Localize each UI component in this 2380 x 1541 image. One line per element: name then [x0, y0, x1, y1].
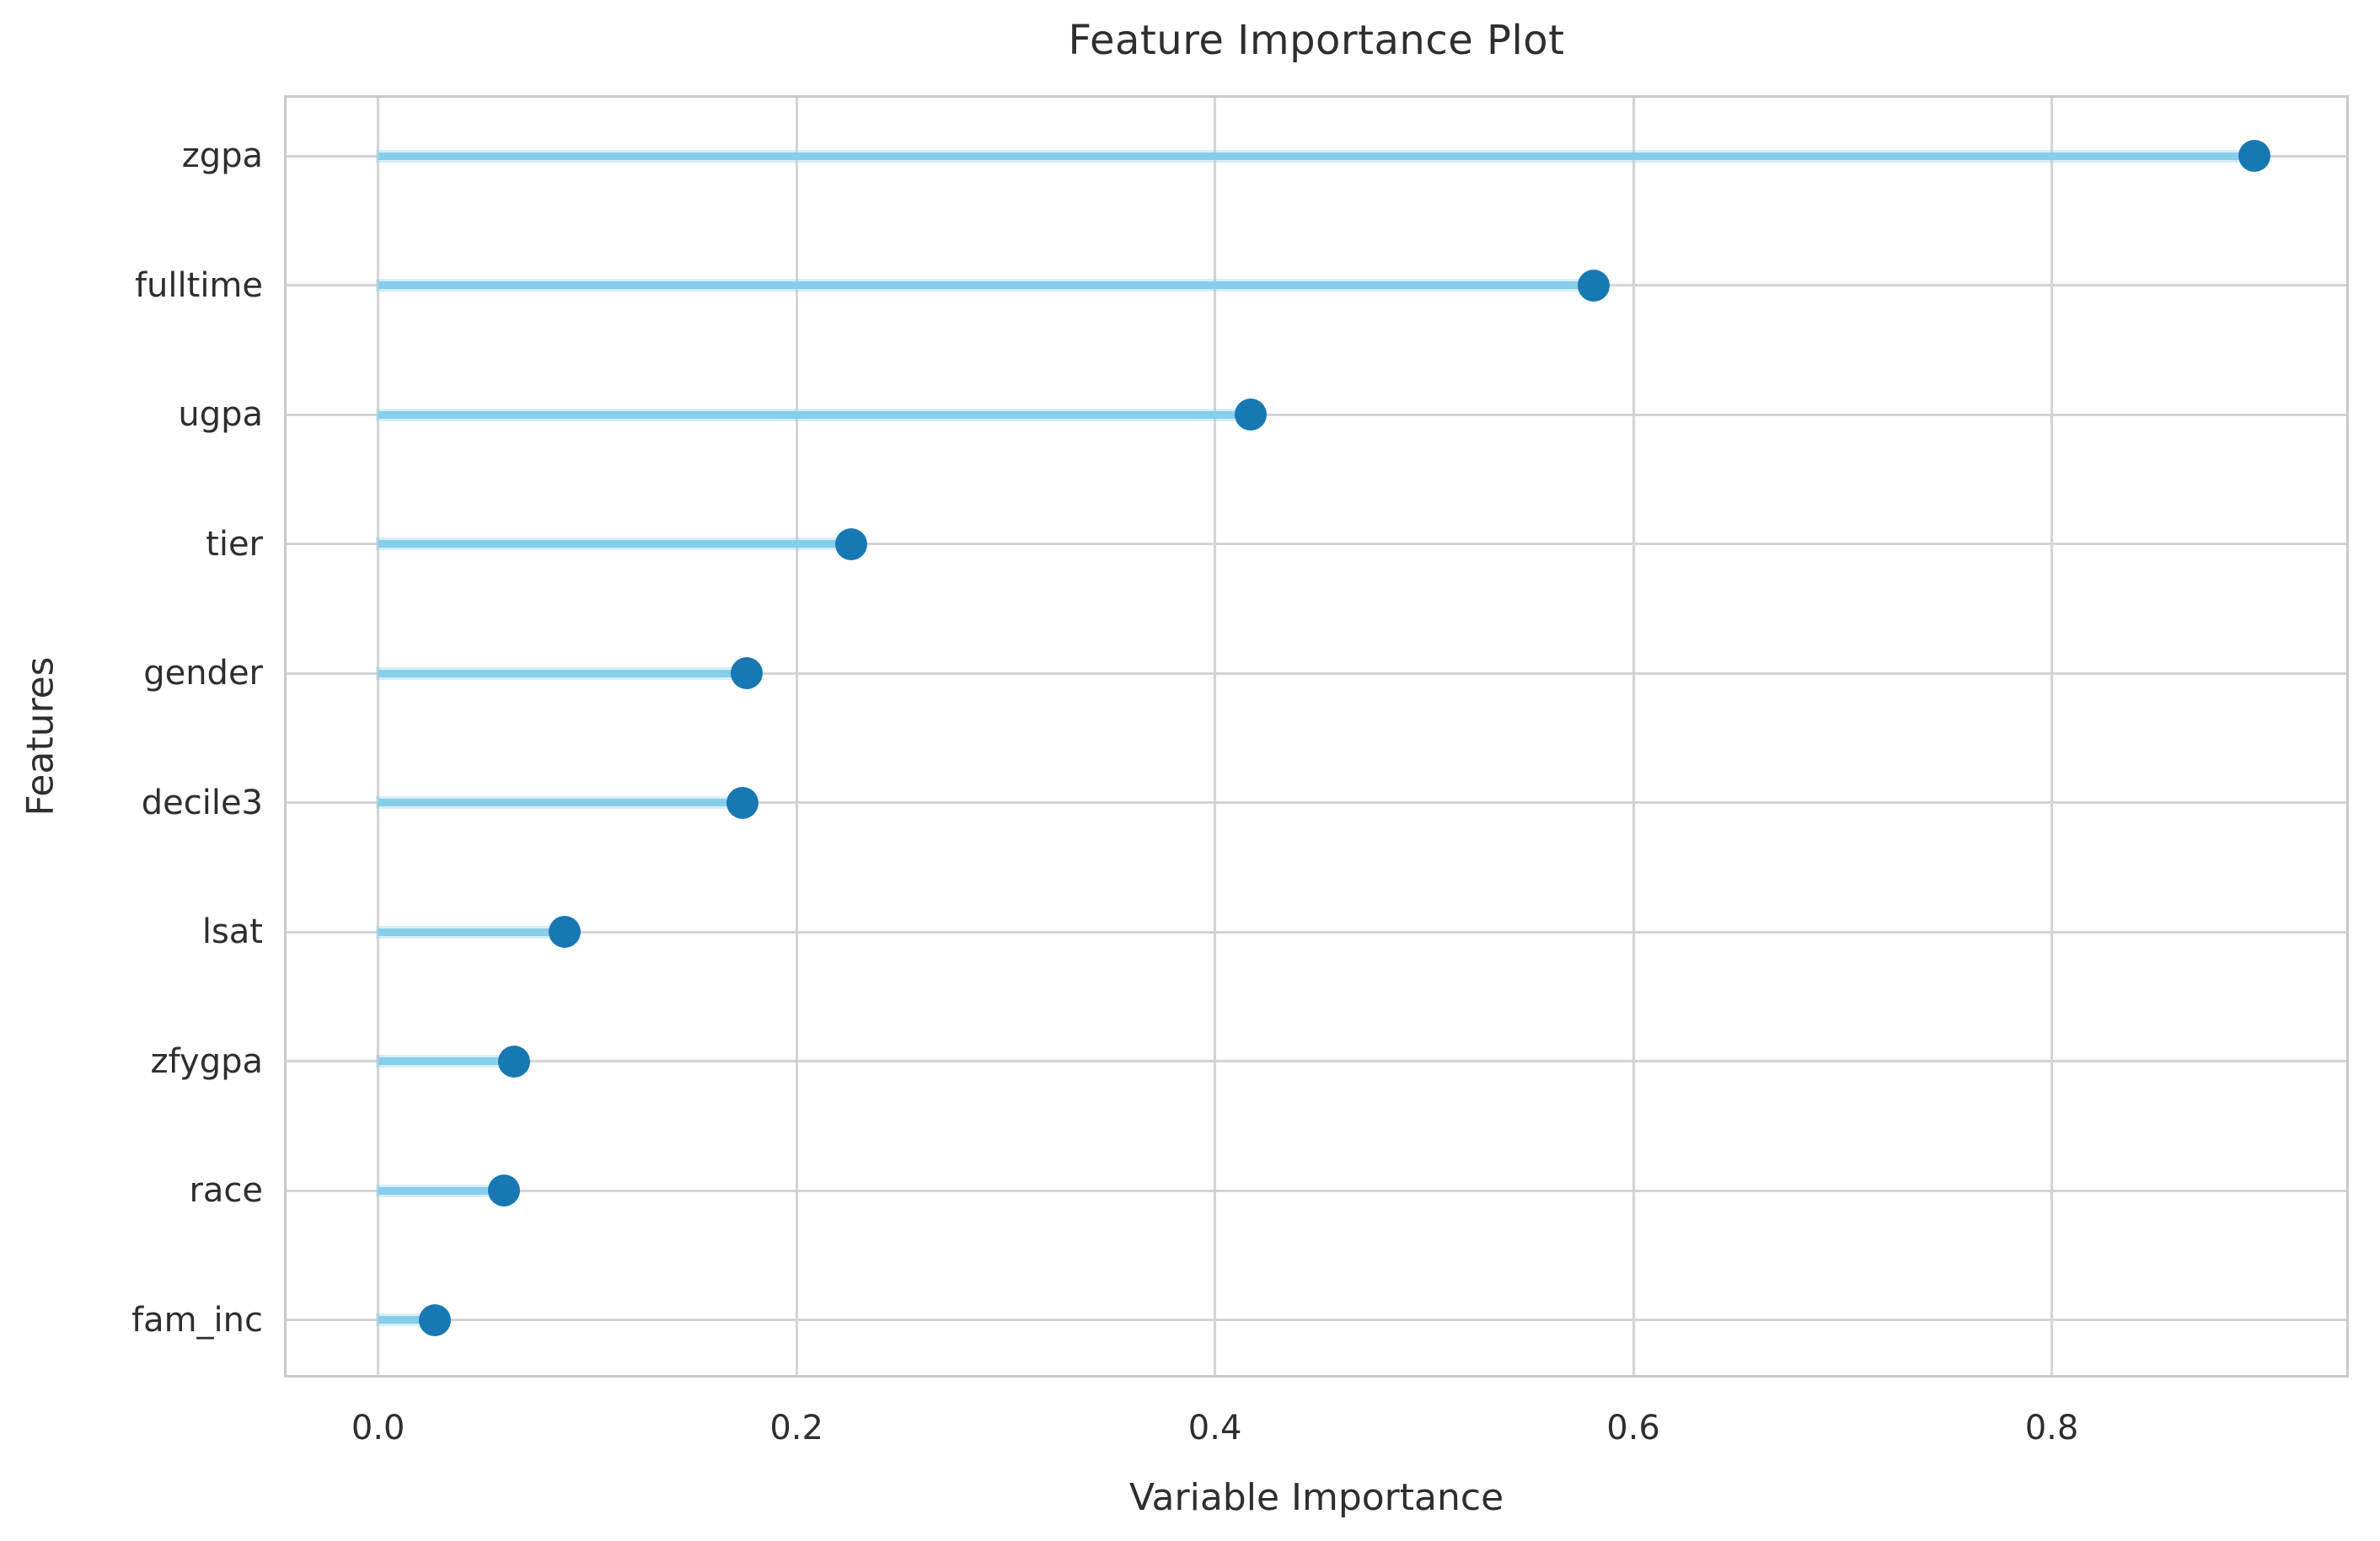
- h-gridline: [287, 1189, 2346, 1192]
- data-point-fulltime: [1577, 269, 1610, 302]
- stem-zfygpa: [378, 1057, 515, 1066]
- y-tick-tier: tier: [206, 524, 263, 564]
- x-tick-0.0: 0.0: [351, 1409, 405, 1447]
- v-gridline: [377, 98, 380, 1375]
- y-tick-zfygpa: zfygpa: [150, 1041, 263, 1081]
- stem-ugpa: [378, 410, 1251, 419]
- data-point-zgpa: [2238, 140, 2271, 172]
- data-point-gender: [730, 657, 763, 690]
- data-point-lsat: [548, 916, 581, 949]
- y-tick-zgpa: zgpa: [181, 136, 263, 175]
- stem-fam_inc: [378, 1316, 435, 1324]
- x-tick-0.6: 0.6: [1606, 1409, 1660, 1447]
- data-point-tier: [834, 527, 867, 560]
- stem-fulltime: [378, 281, 1594, 290]
- x-tick-0.2: 0.2: [769, 1409, 823, 1447]
- stem-lsat: [378, 928, 565, 936]
- x-axis-label: Variable Importance: [1128, 1476, 1504, 1519]
- h-gridline: [287, 1060, 2346, 1063]
- x-tick-0.8: 0.8: [2024, 1409, 2079, 1447]
- v-gridline: [1214, 98, 1217, 1375]
- v-gridline: [795, 98, 798, 1375]
- data-point-race: [487, 1174, 520, 1207]
- v-gridline: [1632, 98, 1635, 1375]
- chart-title: Feature Importance Plot: [1068, 17, 1565, 64]
- h-gridline: [287, 1319, 2346, 1322]
- data-point-fam_inc: [418, 1303, 451, 1336]
- h-gridline: [287, 543, 2346, 546]
- plot-area: [284, 95, 2349, 1378]
- stem-race: [378, 1186, 504, 1195]
- data-point-ugpa: [1234, 399, 1267, 431]
- h-gridline: [287, 672, 2346, 675]
- y-tick-ugpa: ugpa: [178, 395, 263, 435]
- v-gridline: [2050, 98, 2054, 1375]
- y-tick-lsat: lsat: [201, 912, 263, 952]
- stem-zgpa: [378, 152, 2255, 160]
- h-gridline: [287, 801, 2346, 805]
- y-tick-fam_inc: fam_inc: [131, 1300, 263, 1340]
- y-tick-fulltime: fulltime: [134, 265, 263, 305]
- y-tick-race: race: [189, 1171, 263, 1211]
- data-point-zfygpa: [498, 1045, 531, 1078]
- y-tick-gender: gender: [143, 654, 263, 693]
- h-gridline: [287, 413, 2346, 416]
- stem-decile3: [378, 799, 742, 807]
- y-tick-decile3: decile3: [141, 783, 263, 822]
- x-tick-0.4: 0.4: [1187, 1409, 1242, 1447]
- data-point-decile3: [726, 786, 758, 819]
- stem-gender: [378, 669, 747, 677]
- h-gridline: [287, 930, 2346, 934]
- stem-tier: [378, 540, 851, 548]
